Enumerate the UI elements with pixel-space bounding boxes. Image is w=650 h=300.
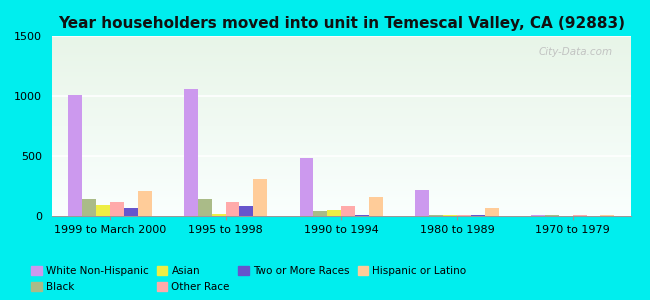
Bar xyxy=(110,202,124,216)
Bar xyxy=(300,158,313,216)
Text: City-Data.com: City-Data.com xyxy=(539,47,613,57)
Bar xyxy=(138,191,151,216)
Bar xyxy=(601,215,614,216)
Bar xyxy=(328,210,341,216)
Bar xyxy=(531,215,545,216)
Bar xyxy=(369,197,383,216)
Bar xyxy=(485,208,499,216)
Bar xyxy=(239,206,254,216)
Bar xyxy=(96,205,110,216)
Title: Year householders moved into unit in Temescal Valley, CA (92883): Year householders moved into unit in Tem… xyxy=(58,16,625,31)
Bar xyxy=(124,208,138,216)
Bar xyxy=(471,215,485,216)
Bar xyxy=(184,89,198,216)
Legend: White Non-Hispanic, Black, Asian, Other Race, Two or More Races, Hispanic or Lat: White Non-Hispanic, Black, Asian, Other … xyxy=(31,266,466,292)
Bar xyxy=(457,215,471,216)
Bar xyxy=(313,211,328,216)
Bar xyxy=(443,215,457,216)
Bar xyxy=(198,199,212,216)
Bar xyxy=(341,206,355,216)
Bar xyxy=(68,95,82,216)
Bar xyxy=(254,179,267,216)
Bar xyxy=(573,215,586,216)
Bar xyxy=(415,190,429,216)
Bar xyxy=(545,215,559,216)
Bar xyxy=(429,215,443,216)
Bar xyxy=(212,214,226,216)
Bar xyxy=(226,202,239,216)
Bar xyxy=(355,215,369,216)
Bar xyxy=(82,199,96,216)
